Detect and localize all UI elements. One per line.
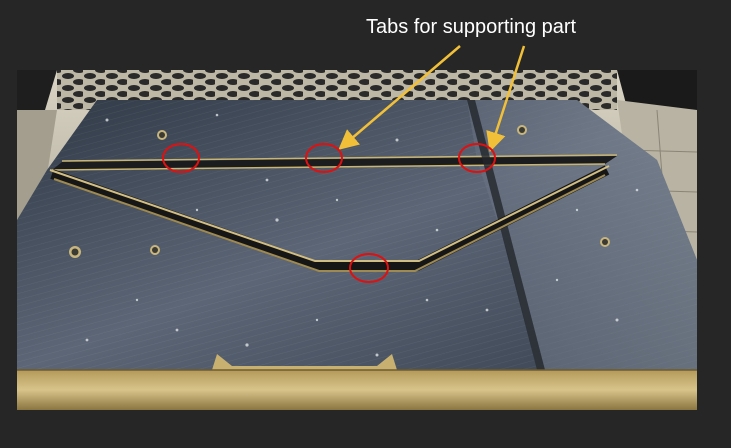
machined-plate-photo xyxy=(17,70,697,410)
tabs-caption: Tabs for supporting part xyxy=(366,16,577,38)
